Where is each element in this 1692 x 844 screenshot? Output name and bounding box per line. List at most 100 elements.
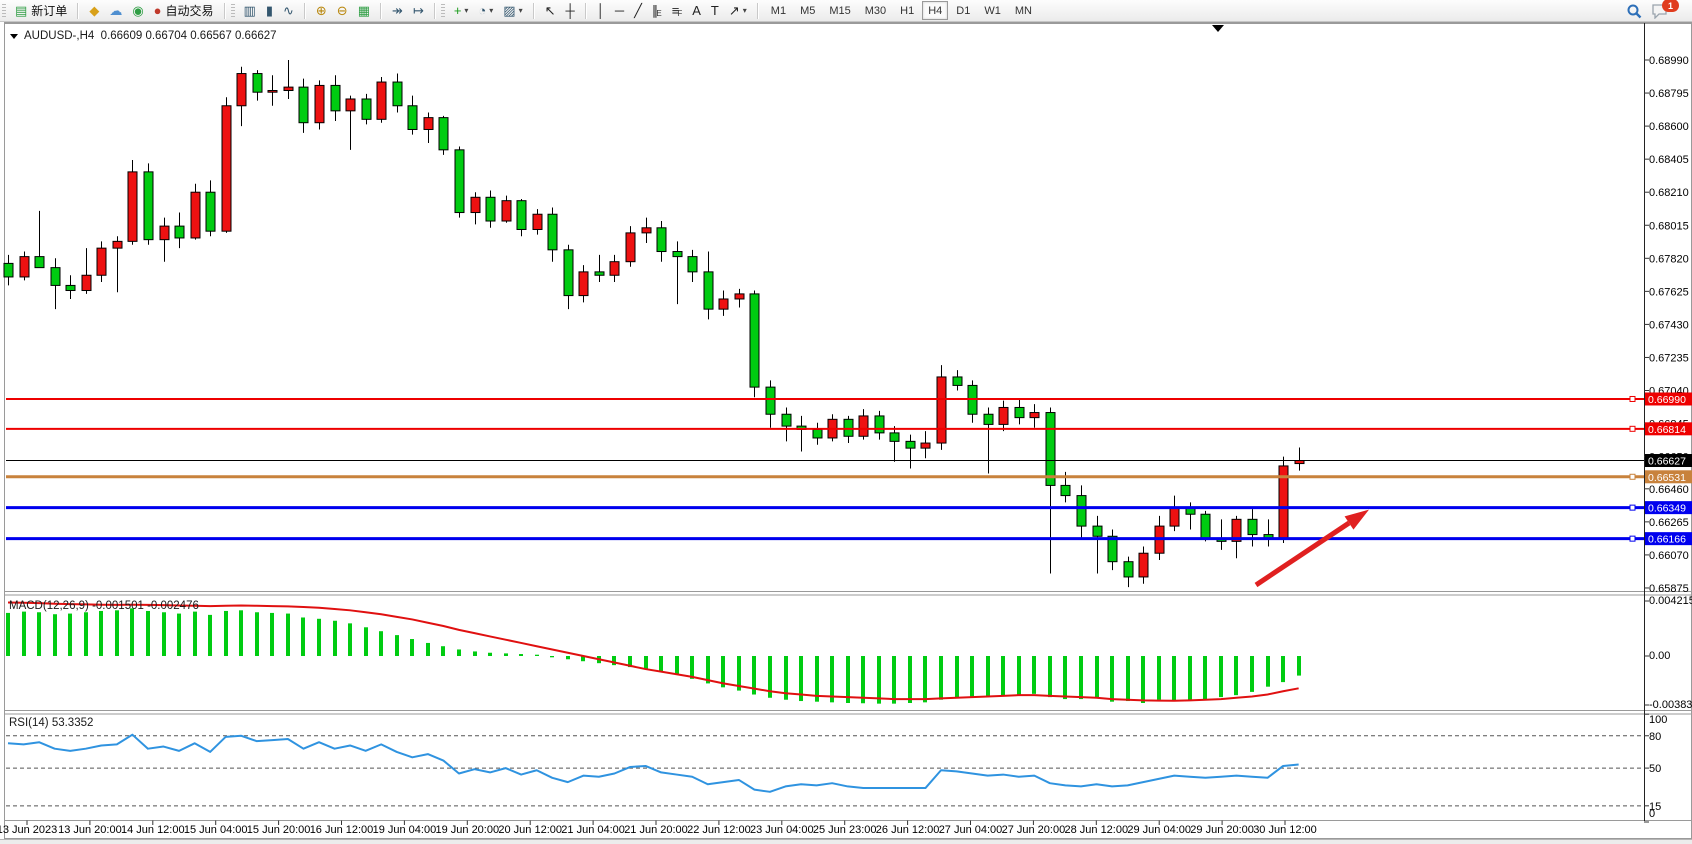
zoom-in-button[interactable]: ⊕	[311, 0, 332, 21]
toolbar-grip	[230, 3, 235, 18]
timeframe-d1-button[interactable]: D1	[956, 4, 971, 17]
text-label-button[interactable]: T	[706, 0, 724, 21]
chart-shift-marker[interactable]	[1212, 25, 1224, 32]
periods-icon: ◔	[478, 3, 487, 18]
candle	[858, 409, 869, 440]
svg-text:0.66814: 0.66814	[1648, 424, 1686, 436]
zoom-out-button[interactable]: ⊖	[332, 0, 353, 21]
line-chart-button[interactable]: ∿	[278, 0, 299, 21]
chart-shift-button[interactable]: ↦	[408, 0, 429, 21]
chart-canvas[interactable]: 0.68990 0.68795 0.68600 0.68405 0.68210 0.680…	[0, 22, 1692, 844]
candle	[874, 410, 885, 440]
symbol-dropdown-icon[interactable]	[10, 34, 18, 39]
new-order-button[interactable]: ▤ 新订单	[10, 0, 72, 21]
templates-button[interactable]: ▨ ▾	[498, 0, 527, 21]
bar-chart-button[interactable]: ▥	[239, 0, 261, 21]
svg-text:29 Jun 04:00: 29 Jun 04:00	[1127, 824, 1191, 836]
auto-scroll-button[interactable]: ↠	[387, 0, 408, 21]
toolbar-separator	[756, 2, 759, 19]
market-gold-button[interactable]: ◆	[84, 0, 104, 21]
svg-text:0.65875: 0.65875	[1649, 583, 1689, 595]
crosshair-icon: ┼	[565, 3, 575, 18]
candlestick-chart-button[interactable]: ▮	[261, 0, 278, 21]
timeframe-h4-button[interactable]: H4	[922, 1, 949, 20]
candle	[1216, 519, 1227, 550]
candle	[827, 414, 838, 442]
candle	[718, 290, 729, 316]
indicators-dropdown-icon[interactable]: ▾	[464, 6, 469, 15]
indicators-button[interactable]: + ▾	[449, 0, 474, 21]
candle	[345, 95, 356, 150]
candle	[19, 251, 30, 281]
equidistant-channel-icon: ∥	[651, 3, 659, 18]
svg-text:0.68405: 0.68405	[1649, 154, 1689, 166]
text-button[interactable]: A	[687, 0, 706, 21]
community-icon: ☁	[109, 3, 123, 18]
community-button[interactable]: ☁	[104, 0, 127, 21]
bar-chart-icon: ▥	[243, 3, 256, 18]
templates-dropdown-icon[interactable]: ▾	[518, 6, 523, 15]
candle	[796, 415, 807, 452]
svg-text:13 Jun 20:00: 13 Jun 20:00	[58, 824, 122, 836]
timeframe-m5-button[interactable]: M5	[800, 4, 816, 17]
notification-badge[interactable]: 1	[1662, 0, 1679, 12]
toolbar-separator	[303, 2, 306, 19]
candle	[641, 217, 652, 244]
candle	[361, 93, 372, 125]
macd-pane: 0.004215 0.00 -0.003835	[6, 595, 1692, 711]
candle	[127, 160, 138, 245]
horizontal-line-button[interactable]: ─	[610, 0, 629, 21]
candle	[1169, 495, 1180, 532]
fibonacci-button[interactable]: ≡ F	[667, 0, 687, 21]
timeframe-h1-button[interactable]: H1	[900, 4, 915, 17]
timeframe-m15-button[interactable]: M15	[829, 4, 851, 17]
vertical-line-button[interactable]: │	[592, 0, 610, 21]
rsi-indicator-label: RSI(14) 53.3352	[9, 717, 94, 729]
svg-text:0.00: 0.00	[1649, 650, 1670, 662]
trend-arrow[interactable]	[1254, 509, 1369, 588]
hline-objects[interactable]	[6, 395, 1644, 542]
candle	[330, 75, 341, 122]
candle	[3, 254, 14, 286]
candle	[594, 254, 605, 283]
time-axis[interactable]: 13 Jun 2023 13 Jun 20:00 14 Jun 12:00 15 Ju…	[0, 820, 1317, 837]
tile-windows-button[interactable]: ▦	[353, 0, 375, 21]
periods-button[interactable]: ◔ ▾	[473, 0, 498, 21]
timeframe-w1-button[interactable]: W1	[984, 4, 1001, 17]
periods-dropdown-icon[interactable]: ▾	[489, 6, 494, 15]
candle	[1294, 447, 1305, 471]
timeframe-mn-button[interactable]: MN	[1014, 4, 1032, 17]
candle	[1247, 509, 1258, 547]
candle	[438, 115, 449, 155]
cursor-button[interactable]: ↖	[540, 0, 561, 21]
search-icon[interactable]	[1625, 2, 1643, 20]
candle	[812, 422, 823, 445]
arrow-objects-icon: ↗	[728, 3, 740, 18]
chart-window[interactable]: 0.68990 0.68795 0.68600 0.68405 0.68210 0.680…	[0, 22, 1692, 844]
candle	[1045, 407, 1056, 574]
arrow-objects-button[interactable]: ↗ ▾	[724, 0, 752, 21]
crosshair-button[interactable]: ┼	[561, 0, 580, 21]
candle	[563, 244, 574, 310]
svg-text:0.66265: 0.66265	[1649, 517, 1689, 529]
toolbar-right: 1	[1625, 0, 1692, 20]
zoom-in-icon: ⊕	[315, 3, 327, 18]
timeframe-m30-button[interactable]: M30	[864, 4, 887, 17]
trendline-icon: ╱	[634, 3, 642, 18]
candle	[1263, 519, 1274, 547]
new-order-icon: ▤	[15, 3, 28, 18]
autotrading-button[interactable]: ● 自动交易	[149, 0, 219, 21]
candle	[205, 180, 216, 237]
candlestick-chart-icon: ▮	[265, 3, 273, 18]
toolbar-separator	[380, 2, 382, 19]
svg-text:15 Jun 04:00: 15 Jun 04:00	[184, 824, 248, 836]
svg-text:29 Jun 20:00: 29 Jun 20:00	[1190, 824, 1254, 836]
equidistant-channel-button[interactable]: ∥ E	[647, 0, 667, 21]
templates-icon: ▨	[503, 3, 516, 18]
candle	[703, 251, 714, 320]
signals-button[interactable]: ◉	[127, 0, 148, 21]
arrow-objects-dropdown-icon[interactable]: ▾	[742, 6, 747, 15]
toolbar-group-pointer: ↖ ┼	[538, 0, 582, 21]
timeframe-m1-button[interactable]: M1	[770, 4, 787, 17]
trendline-button[interactable]: ╱	[629, 0, 647, 21]
